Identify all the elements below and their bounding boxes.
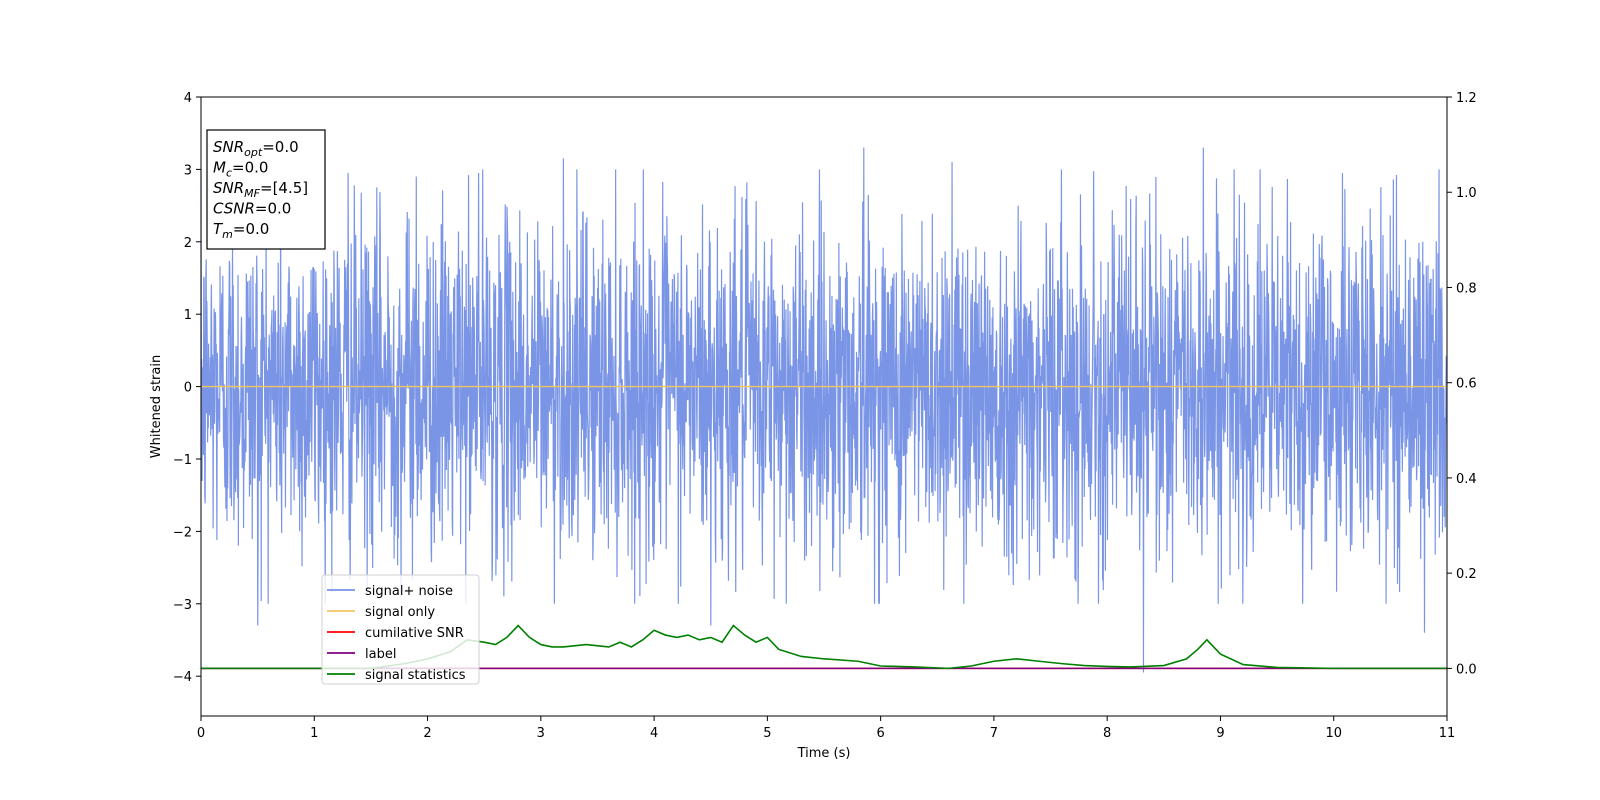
y-tick-label: −3 (173, 598, 192, 613)
info-value: =0.0 (233, 220, 269, 238)
y2-tick-label: 1.2 (1456, 91, 1477, 106)
legend: signal+ noise signal only cumilative SNR la… (321, 574, 480, 685)
y-tick-label: 2 (184, 236, 192, 251)
y-tick-label: 4 (184, 91, 192, 106)
info-symbol: M (213, 159, 226, 177)
info-line: Mc=0.0 (213, 159, 268, 180)
x-axis-label: Time (s) (797, 746, 851, 761)
x-tick-label: 5 (763, 726, 771, 741)
info-line: SNRMF=[4.5] (213, 179, 308, 200)
y-tick-label: −4 (173, 670, 192, 685)
y2-tick-label: 0.0 (1456, 662, 1477, 677)
legend-label: signal only (365, 605, 435, 620)
y2-tick-label: 0.8 (1456, 281, 1477, 296)
info-value: =0.0 (255, 200, 291, 218)
info-subscript: opt (244, 146, 263, 159)
info-line: SNRopt=0.0 (213, 138, 299, 159)
y-tick-label: 0 (184, 381, 192, 396)
info-symbol: T (213, 220, 224, 238)
y2-tick-label: 1.0 (1456, 186, 1477, 201)
y2-tick-label: 0.6 (1456, 377, 1477, 392)
x-tick-label: 9 (1216, 726, 1224, 741)
x-tick-label: 7 (990, 726, 998, 741)
y-tick-label: 1 (184, 308, 192, 323)
y2-tick-label: 0.4 (1456, 472, 1477, 487)
legend-label: label (365, 647, 396, 662)
x-tick-label: 2 (423, 726, 431, 741)
x-tick-label: 11 (1439, 726, 1456, 741)
x-tick-label: 8 (1103, 726, 1111, 741)
info-line: Tm=0.0 (213, 220, 269, 241)
legend-label: signal+ noise (365, 584, 453, 599)
series-line-signal-noise (200, 147, 1448, 673)
axes-frame (200, 96, 1448, 717)
info-symbol: SNR (213, 138, 244, 156)
legend-label: cumilative SNR (365, 626, 464, 641)
info-line: CSNR=0.0 (213, 200, 291, 218)
info-symbol: SNR (213, 179, 244, 197)
y2-tick-label: 0.2 (1456, 567, 1477, 582)
x-tick-label: 0 (197, 726, 205, 741)
noise-series-layer (200, 147, 1448, 673)
info-value: =0.0 (232, 159, 268, 177)
y-tick-label: 3 (184, 163, 192, 178)
info-symbol: CSNR (213, 200, 255, 218)
info-box-frame (206, 129, 326, 250)
y-tick-label: −2 (173, 525, 192, 540)
y-axis-label: Whitened strain (149, 355, 164, 458)
axes-layer: 0 1 2 3 4 5 6 7 8 9 10 11 −4 −3 −2 −1 0 1 2 3 4 0.0 0.2 0.4 0.6 0… (149, 91, 1477, 761)
x-tick-label: 4 (650, 726, 658, 741)
info-value: =0.0 (262, 138, 298, 156)
x-tick-label: 6 (876, 726, 884, 741)
legend-label: signal statistics (365, 668, 466, 683)
info-annotation-box: SNRopt=0.0Mc=0.0SNRMF=[4.5]CSNR=0.0Tm=0.… (206, 129, 326, 250)
info-subscript: MF (244, 187, 260, 200)
info-value: =[4.5] (260, 179, 308, 197)
info-subscript: c (226, 167, 232, 180)
x-tick-label: 3 (537, 726, 545, 741)
legend-frame (321, 574, 480, 685)
info-subscript: m (222, 228, 233, 241)
x-tick-label: 1 (310, 726, 318, 741)
x-tick-label: 10 (1325, 726, 1342, 741)
y-tick-label: −1 (173, 453, 192, 468)
series-line-signal-statistics (201, 624, 1447, 670)
